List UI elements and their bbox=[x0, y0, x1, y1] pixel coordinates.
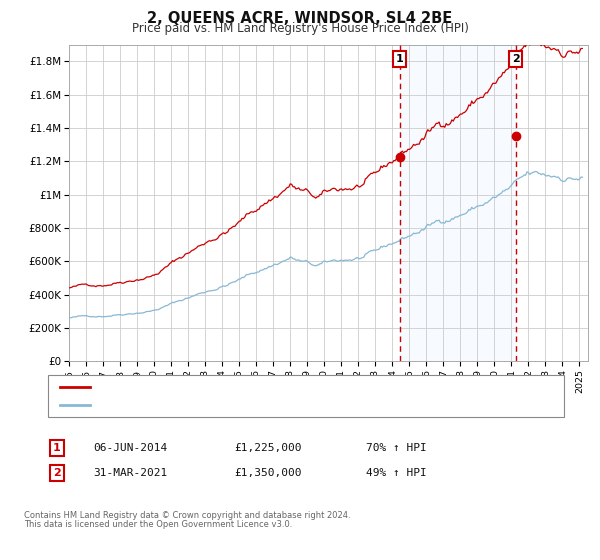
Text: 2, QUEENS ACRE, WINDSOR, SL4 2BE: 2, QUEENS ACRE, WINDSOR, SL4 2BE bbox=[148, 11, 452, 26]
Text: HPI: Average price, detached house, Windsor and Maidenhead: HPI: Average price, detached house, Wind… bbox=[96, 400, 421, 410]
Text: £1,225,000: £1,225,000 bbox=[234, 443, 302, 453]
Text: 2: 2 bbox=[53, 468, 61, 478]
Text: Contains HM Land Registry data © Crown copyright and database right 2024.: Contains HM Land Registry data © Crown c… bbox=[24, 511, 350, 520]
Text: 1: 1 bbox=[396, 54, 404, 64]
Text: 49% ↑ HPI: 49% ↑ HPI bbox=[366, 468, 427, 478]
Text: 06-JUN-2014: 06-JUN-2014 bbox=[93, 443, 167, 453]
Text: This data is licensed under the Open Government Licence v3.0.: This data is licensed under the Open Gov… bbox=[24, 520, 292, 529]
Text: Price paid vs. HM Land Registry's House Price Index (HPI): Price paid vs. HM Land Registry's House … bbox=[131, 22, 469, 35]
Text: 70% ↑ HPI: 70% ↑ HPI bbox=[366, 443, 427, 453]
Text: 2: 2 bbox=[512, 54, 520, 64]
Text: 31-MAR-2021: 31-MAR-2021 bbox=[93, 468, 167, 478]
Text: 2, QUEENS ACRE, WINDSOR, SL4 2BE (detached house): 2, QUEENS ACRE, WINDSOR, SL4 2BE (detach… bbox=[96, 382, 385, 392]
Text: 1: 1 bbox=[53, 443, 61, 453]
Bar bbox=[400, 45, 515, 361]
Text: £1,350,000: £1,350,000 bbox=[234, 468, 302, 478]
